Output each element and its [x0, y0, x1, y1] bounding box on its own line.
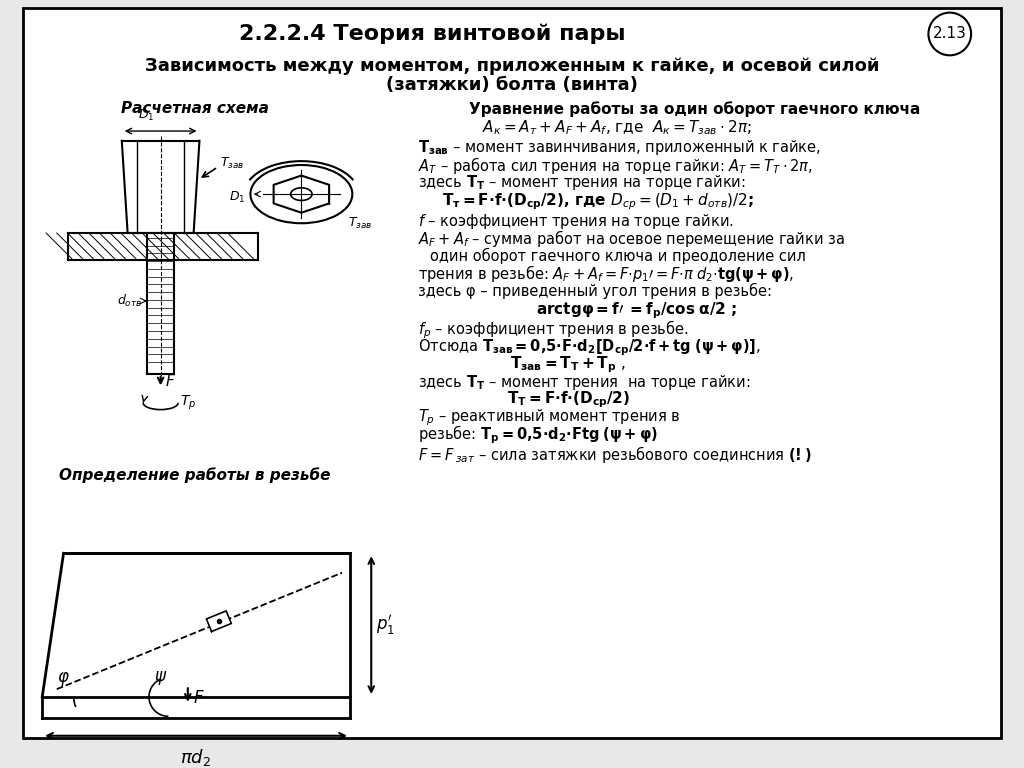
Text: Уравнение работы за один оборот гаечного ключа: Уравнение работы за один оборот гаечного… — [469, 101, 921, 117]
Text: $T_{зав}$: $T_{зав}$ — [220, 155, 244, 170]
Text: один оборот гаечного ключа и преодоление сил: один оборот гаечного ключа и преодоление… — [430, 248, 806, 264]
Text: 2.13: 2.13 — [933, 26, 967, 41]
Text: $f$ – коэффициент трения на торце гайки.: $f$ – коэффициент трения на торце гайки. — [418, 212, 733, 231]
Polygon shape — [207, 611, 231, 631]
Text: $A_F + A_f$ – сумма работ на осевое перемещение гайки за: $A_F + A_f$ – сумма работ на осевое пере… — [418, 228, 845, 250]
Text: $\psi$: $\psi$ — [154, 668, 167, 687]
Text: Расчетная схема: Расчетная схема — [121, 101, 268, 116]
Text: $f_p$ – коэффициент трения в резьбе.: $f_p$ – коэффициент трения в резьбе. — [418, 319, 688, 341]
Text: $d_{отв}$: $d_{отв}$ — [117, 293, 142, 309]
Text: $T_p$: $T_p$ — [180, 394, 197, 412]
Text: резьбе: $\mathbf{T_p = 0{,}5{\cdot}d_2{\cdot}Ftg\;(\psi + \varphi)}$: резьбе: $\mathbf{T_p = 0{,}5{\cdot}d_2{\… — [418, 423, 657, 446]
Text: $\mathbf{T_{зав} = T_T + T_p}$ ,: $\mathbf{T_{зав} = T_T + T_p}$ , — [510, 355, 627, 376]
FancyBboxPatch shape — [23, 8, 1001, 738]
Text: здесь $\mathbf{T_T}$ – момент трения  на торце гайки:: здесь $\mathbf{T_T}$ – момент трения на … — [418, 373, 751, 392]
Text: $\mathbf{T_{зав}}$ – момент завинчивания, приложенный к гайке,: $\mathbf{T_{зав}}$ – момент завинчивания… — [418, 138, 821, 157]
Text: 2.2.2.4 Теория винтовой пары: 2.2.2.4 Теория винтовой пары — [240, 24, 626, 45]
Text: $T_{зав}$: $T_{зав}$ — [348, 216, 373, 231]
Text: $A_T$ – работа сил трения на торце гайки: $A_T = T_T \cdot 2\pi$,: $A_T$ – работа сил трения на торце гайки… — [418, 154, 813, 176]
Text: (затяжки) болта (винта): (затяжки) болта (винта) — [386, 77, 638, 94]
Text: $p_1'$: $p_1'$ — [376, 613, 395, 637]
Text: $\varphi$: $\varphi$ — [57, 670, 70, 688]
Text: $F = F_{\;зат}$ – сила затяжки резьбового соединсния $\mathbf{(!)}$: $F = F_{\;зат}$ – сила затяжки резьбовог… — [418, 444, 812, 465]
Text: $\mathbf{T_T = F{\cdot}f{\cdot}(D_{ср}/2)}$: $\mathbf{T_T = F{\cdot}f{\cdot}(D_{ср}/2… — [507, 389, 630, 410]
Text: $\mathbf{arctg\varphi = f\prime\;=f_p/cos\;\alpha/2}$ ;: $\mathbf{arctg\varphi = f\prime\;=f_p/co… — [536, 300, 736, 321]
Text: Зависимость между моментом, приложенным к гайке, и осевой силой: Зависимость между моментом, приложенным … — [144, 57, 880, 75]
Text: Определение работы в резьбе: Определение работы в резьбе — [58, 468, 331, 484]
Text: $F$: $F$ — [166, 373, 176, 389]
Text: здесь $\mathbf{T_T}$ – момент трения на торце гайки:: здесь $\mathbf{T_T}$ – момент трения на … — [418, 173, 745, 192]
Text: $\mathbf{T_т = F{\cdot}f{\cdot}(D_{ср}/2)}$, где $D_{ср} = (D_1 + d_{отв})/2$;: $\mathbf{T_т = F{\cdot}f{\cdot}(D_{ср}/2… — [441, 191, 754, 212]
Text: $D_1$: $D_1$ — [138, 108, 155, 124]
Text: трения в резьбе: $A_F + A_f = F{\cdot}p_1\prime = F{\cdot}\pi\;d_2{\cdot}\mathbf: трения в резьбе: $A_F + A_f = F{\cdot}p_… — [418, 263, 794, 284]
Text: $D_1$: $D_1$ — [228, 190, 245, 204]
Text: $A_к = A_т + A_F+ A_f$, где  $A_к = T_{зав} \cdot 2\pi$;: $A_к = A_т + A_F+ A_f$, где $A_к = T_{за… — [482, 119, 752, 137]
Text: Отсюда $\mathbf{T_{зав} = 0{,}5{\cdot}F{\cdot}d_2[D_{ср}/2{\cdot}f + tg\;(\psi +: Отсюда $\mathbf{T_{зав} = 0{,}5{\cdot}F{… — [418, 337, 761, 358]
Text: $T_p$ – реактивный момент трения в: $T_p$ – реактивный момент трения в — [418, 407, 680, 428]
Text: здесь φ – приведенный угол трения в резьбе:: здесь φ – приведенный угол трения в резь… — [418, 283, 772, 300]
Text: $\pi d_2$: $\pi d_2$ — [180, 747, 211, 768]
Text: $F$: $F$ — [193, 689, 205, 707]
